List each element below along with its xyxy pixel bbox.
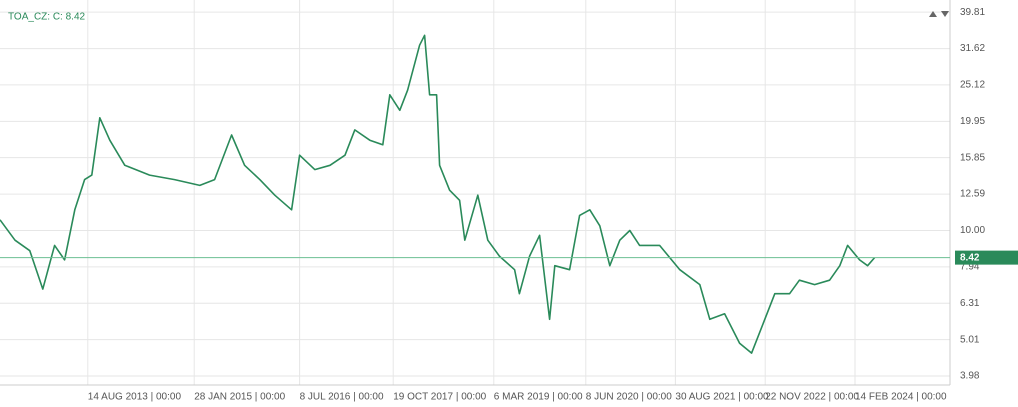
scroll-down[interactable]: [941, 11, 949, 17]
y-tick-label: 39.81: [960, 7, 985, 18]
y-tick-label: 6.31: [960, 298, 980, 309]
y-tick-label: 5.01: [960, 334, 980, 345]
y-tick-label: 25.12: [960, 80, 985, 91]
x-tick-label: 22 NOV 2022 | 00:00: [765, 392, 859, 403]
x-tick-label: 14 AUG 2013 | 00:00: [88, 392, 182, 403]
y-tick-label: 3.98: [960, 371, 980, 382]
last-value-box: [955, 250, 1018, 265]
price-line: [0, 34, 876, 354]
x-tick-label: 30 AUG 2021 | 00:00: [675, 392, 769, 403]
grid: [0, 0, 950, 385]
x-tick-label: 6 MAR 2019 | 00:00: [494, 392, 583, 403]
y-tick-label: 15.85: [960, 152, 985, 163]
x-tick-label: 14 FEB 2024 | 00:00: [855, 392, 947, 403]
y-tick-label: 7.94: [960, 262, 980, 273]
scroll-up[interactable]: [929, 11, 937, 17]
y-tick-label: 19.95: [960, 116, 985, 127]
x-tick-label: 8 JUN 2020 | 00:00: [586, 392, 672, 403]
y-tick-label: 31.62: [960, 43, 985, 54]
last-value-label: 8.42: [960, 252, 980, 263]
x-tick-label: 19 OCT 2017 | 00:00: [393, 392, 486, 403]
y-tick-label: 10.00: [960, 225, 985, 236]
chart-title: TOA_CZ: C: 8.42: [8, 12, 86, 23]
y-tick-label: 12.59: [960, 189, 985, 200]
x-tick-label: 28 JAN 2015 | 00:00: [194, 392, 285, 403]
x-tick-label: 8 JUL 2016 | 00:00: [300, 392, 384, 403]
